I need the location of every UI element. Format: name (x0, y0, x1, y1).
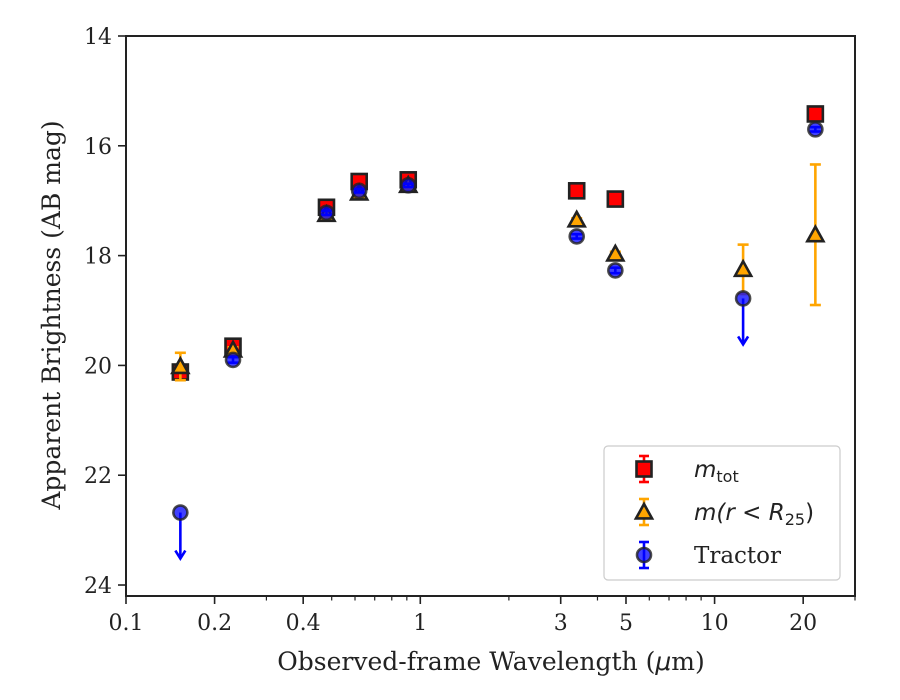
y-tick-label-4: 22 (84, 464, 112, 489)
plot-frame (125, 35, 856, 597)
tractor-point-8 (807, 121, 824, 138)
y-tick-label-3: 20 (84, 354, 112, 379)
mr25-point-6 (605, 243, 626, 262)
legend: mtot m(r < R25) Tractor (603, 445, 841, 581)
y-tick-label-5: 24 (84, 574, 112, 599)
tractor-point-6 (607, 262, 624, 279)
legend-marker-mr25 (633, 501, 655, 520)
series-tractor (172, 121, 824, 562)
mtot-point-7 (806, 105, 825, 123)
tractor-point-1 (224, 351, 242, 369)
x-axis-label-after: m) (671, 647, 704, 676)
y-tick-label-2: 18 (84, 245, 112, 270)
series-mr25 (170, 163, 826, 382)
legend-box (603, 445, 841, 581)
x-tick-label-4: 3 (554, 611, 568, 636)
mr25-point-8 (805, 224, 826, 243)
tractor-point-4 (399, 177, 417, 194)
tractor-point-3 (350, 182, 368, 200)
x-axis-label-mu: μ (654, 647, 671, 676)
mtot-point-6 (606, 190, 625, 208)
axes: 0.1 0.2 0.4 1 3 5 10 20 14 16 18 20 22 24 (84, 25, 856, 636)
series-mtot (171, 105, 825, 381)
x-tick-label-1: 0.2 (197, 611, 232, 636)
x-tick-label-2: 0.4 (286, 611, 321, 636)
mr25-point-7 (732, 258, 754, 278)
x-tick-label-7: 20 (789, 611, 817, 636)
plot-area (170, 105, 826, 562)
x-tick-label-5: 5 (619, 611, 633, 636)
legend-entry-tractor: Tractor (635, 540, 781, 570)
tractor-point-7 (734, 290, 752, 307)
x-tick-label-6: 10 (701, 611, 729, 636)
y-tick-label-0: 14 (84, 25, 112, 50)
tractor-point-5 (568, 228, 586, 245)
legend-entry-mtot: mtot (635, 454, 739, 486)
mr25-point-5 (566, 209, 587, 228)
x-axis-label-before: Observed-frame Wavelength ( (277, 647, 655, 676)
mr25-point-0 (170, 355, 191, 375)
legend-label-tractor: Tractor (694, 543, 781, 569)
tractor-point-2 (318, 204, 335, 222)
tractor-limit-7-head (737, 335, 750, 347)
legend-label-mtot: mtot (694, 457, 739, 486)
y-axis-label: Apparent Brightness (AB mag) (37, 120, 66, 510)
legend-marker-tractor (635, 546, 653, 564)
legend-entry-mr25: m(r < R25) (633, 497, 814, 529)
tractor-limit-0-head (174, 549, 187, 562)
legend-label-mr25: m(r < R25) (694, 500, 814, 529)
x-axis-label: Observed-frame Wavelength (μm) (277, 647, 704, 676)
mtot-point-5 (567, 182, 586, 200)
legend-marker-mtot (635, 460, 653, 478)
x-tick-label-0: 0.1 (109, 611, 144, 636)
tractor-point-0 (172, 504, 189, 521)
y-tick-label-1: 16 (84, 135, 112, 160)
x-tick-label-3: 1 (413, 611, 427, 636)
